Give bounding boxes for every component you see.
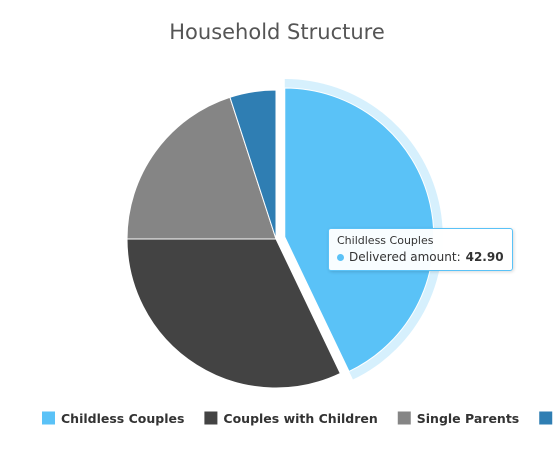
tooltip-label: Delivered amount: <box>349 250 461 264</box>
slices-layer <box>126 87 435 389</box>
legend: Childless Couples Couples with Children Si… <box>42 411 554 426</box>
slice-single-parents[interactable] <box>126 96 277 240</box>
legend-item-couples-with-children[interactable]: Couples with Children <box>204 411 378 426</box>
legend-item-childless-couples[interactable]: Childless Couples <box>42 411 184 426</box>
legend-swatch-other <box>539 411 553 425</box>
legend-item-other[interactable]: Other <box>539 411 554 426</box>
tooltip-value: 42.90 <box>465 250 504 264</box>
legend-label-childless-couples: Childless Couples <box>61 411 184 426</box>
tooltip: Childless Couples Delivered amount: 42.9… <box>328 228 513 271</box>
tooltip-row: Delivered amount: 42.90 <box>337 250 504 264</box>
legend-label-couples-with-children: Couples with Children <box>223 411 377 426</box>
legend-swatch-single-parents <box>397 411 411 425</box>
legend-label-single-parents: Single Parents <box>417 411 519 426</box>
tooltip-title: Childless Couples <box>337 234 434 247</box>
legend-swatch-childless-couples <box>42 411 55 425</box>
slice-other[interactable] <box>229 89 277 240</box>
slice-couples-with-children[interactable] <box>126 238 341 389</box>
tooltip-dot-icon <box>337 253 344 261</box>
legend-item-single-parents[interactable]: Single Parents <box>397 411 519 426</box>
legend-swatch-couples-with-children <box>204 411 218 425</box>
chart-title: Household Structure <box>169 20 385 44</box>
